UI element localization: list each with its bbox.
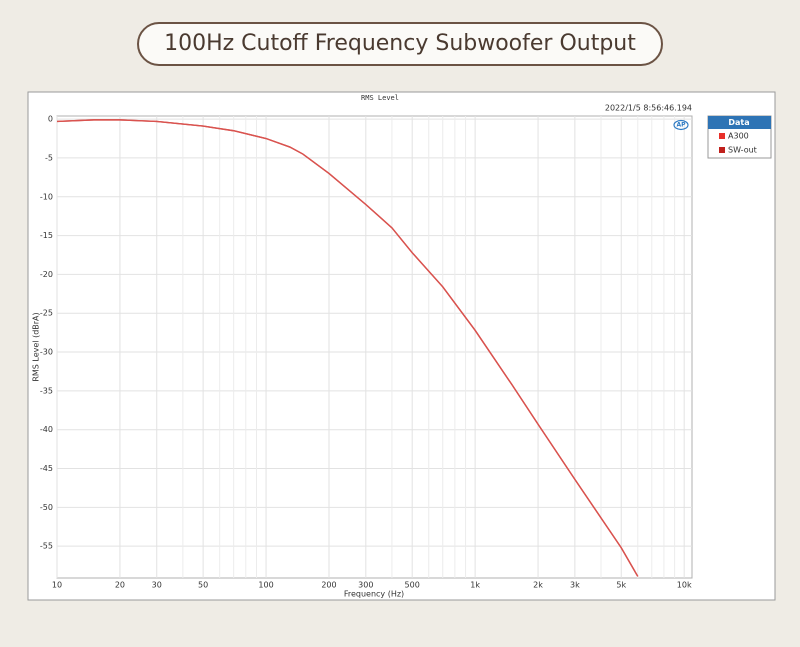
grid [56, 116, 692, 578]
y-tick-label: -40 [40, 425, 53, 434]
legend-swatch [719, 147, 725, 153]
y-axis-label: RMS Level (dBrA) [32, 312, 41, 381]
x-tick-label: 100 [258, 581, 273, 590]
ap-logo: AP [673, 119, 689, 131]
legend-label: A300 [728, 132, 749, 141]
plot-title: RMS Level [361, 94, 399, 102]
x-tick-label: 10k [677, 581, 692, 590]
y-tick-label: -35 [40, 386, 53, 395]
legend-swatch [719, 133, 725, 139]
series-lines [57, 119, 639, 577]
y-tick-label: -45 [40, 464, 53, 473]
series-line [57, 119, 639, 577]
x-tick-label: 20 [115, 581, 125, 590]
y-tick-label: 0 [48, 115, 53, 124]
x-tick-label: 200 [321, 581, 336, 590]
page-title: 100Hz Cutoff Frequency Subwoofer Output [137, 22, 663, 66]
y-tick-label: -55 [40, 542, 53, 551]
x-tick-label: 50 [198, 581, 208, 590]
x-tick-label: 500 [405, 581, 420, 590]
y-tick-label: -20 [40, 270, 53, 279]
x-tick-label: 2k [533, 581, 543, 590]
legend-header [708, 116, 771, 129]
timestamp: 2022/1/5 8:56:46.194 [605, 104, 692, 113]
x-tick-label: 1k [470, 581, 480, 590]
x-tick-label: 5k [616, 581, 626, 590]
plot-area [56, 115, 693, 579]
x-tick-label: 30 [152, 581, 162, 590]
x-tick-label: 3k [570, 581, 580, 590]
x-tick-label: 10 [52, 581, 62, 590]
x-tick-label: 300 [358, 581, 373, 590]
y-tick-label: -5 [45, 153, 53, 162]
x-axis-label: Frequency (Hz) [344, 590, 404, 599]
legend-label: SW-out [728, 146, 757, 155]
svg-text:AP: AP [676, 122, 686, 129]
y-tick-label: -50 [40, 503, 53, 512]
legend-title: Data [728, 118, 749, 127]
y-tick-label: -10 [40, 192, 53, 201]
y-tick-label: -25 [40, 309, 53, 318]
y-tick-label: -15 [40, 231, 53, 240]
y-tick-label: -30 [40, 348, 53, 357]
legend: A300 SW-out [719, 132, 757, 155]
